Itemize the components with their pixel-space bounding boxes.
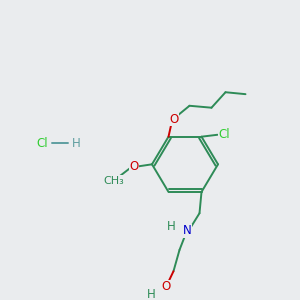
Text: N: N — [183, 224, 192, 237]
Text: O: O — [169, 113, 178, 126]
Text: O: O — [129, 160, 139, 173]
Text: Cl: Cl — [219, 128, 230, 141]
Text: H: H — [147, 288, 156, 300]
Text: CH₃: CH₃ — [103, 176, 124, 186]
Text: O: O — [161, 280, 170, 293]
Text: H: H — [167, 220, 176, 233]
Text: Cl: Cl — [36, 136, 48, 150]
Text: H: H — [72, 136, 80, 150]
